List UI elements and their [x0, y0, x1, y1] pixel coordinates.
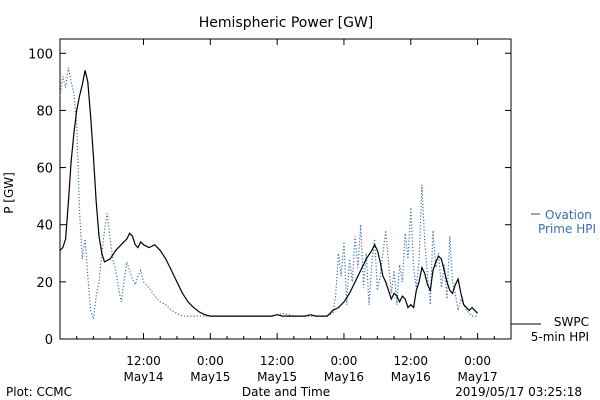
- footer-plot-credit: Plot: CCMC: [6, 385, 72, 399]
- x-tick-label-date: May16: [324, 370, 364, 384]
- x-tick-label-date: May15: [257, 370, 297, 384]
- plot-frame: [59, 38, 512, 340]
- x-tick-label-time: 12:00: [126, 354, 161, 368]
- x-tick-label-time: 0:00: [464, 354, 491, 368]
- y-tick-label: 40: [36, 219, 53, 234]
- x-tick-label-time: 0:00: [330, 354, 357, 368]
- x-tick-label-date: May14: [123, 370, 163, 384]
- y-tick-label: 60: [36, 162, 53, 177]
- x-tick-label-date: May16: [391, 370, 431, 384]
- legend-label-swpc: SWPC: [554, 315, 589, 329]
- footer-timestamp: 2019/05/17 03:25:18: [455, 385, 582, 399]
- y-tick-label: 20: [36, 276, 53, 291]
- legend-label-ovation-line2: Prime HPI: [538, 222, 596, 236]
- x-axis-label: Date and Time: [242, 385, 330, 399]
- y-tick-label: 100: [28, 47, 53, 62]
- y-axis-ticks: 0 20 40 60 80 100: [28, 47, 511, 348]
- x-tick-label-time: 12:00: [260, 354, 295, 368]
- y-axis-label: P [GW]: [2, 172, 16, 214]
- x-tick-label-time: 0:00: [197, 354, 224, 368]
- x-tick-label-date: May15: [190, 370, 230, 384]
- y-tick-label: 0: [45, 333, 53, 348]
- y-tick-label: 80: [36, 104, 53, 119]
- chart-title: Hemispheric Power [GW]: [199, 15, 374, 31]
- x-tick-label-time: 12:00: [393, 354, 428, 368]
- series-line-swpc: [59, 70, 479, 317]
- series-group: [59, 67, 479, 320]
- legend-label-ovation: Ovation: [545, 208, 592, 222]
- series-line-ovation: [59, 67, 478, 320]
- x-tick-label-date: May17: [458, 370, 498, 384]
- x-axis-ticks: 12:00 May14 0:00 May15 12:00 May15 0:00 May16 12…: [59, 39, 512, 384]
- legend-label-swpc-line2: 5-min HPI: [531, 330, 589, 344]
